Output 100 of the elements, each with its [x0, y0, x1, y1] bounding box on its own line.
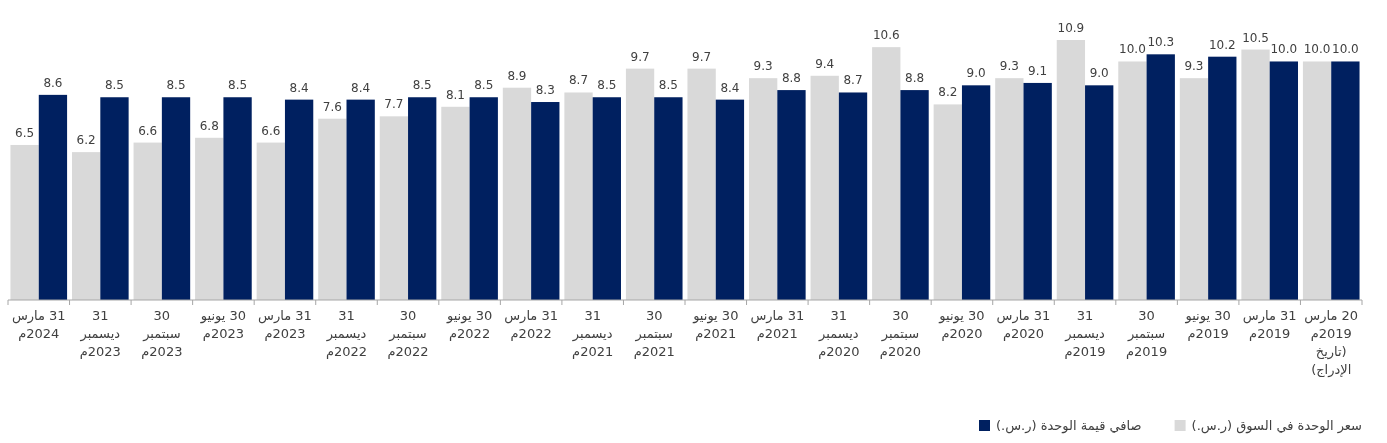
- data-label: 10.9: [1057, 21, 1085, 35]
- bar: [1085, 85, 1114, 300]
- data-label: 9.1: [1028, 63, 1048, 78]
- data-label: 10.0: [1270, 42, 1298, 57]
- bar: [441, 106, 470, 300]
- data-label: 8.6: [43, 75, 63, 90]
- x-tick-label: 20 مارس 2019م (تاريخ الإدراج): [1304, 308, 1359, 378]
- data-label: 6.8: [199, 118, 219, 133]
- bar: [1331, 61, 1360, 300]
- bar: [1241, 49, 1270, 300]
- data-label: 9.3: [1184, 59, 1204, 74]
- bar: [654, 97, 683, 300]
- bar: [38, 94, 68, 300]
- data-label: 9.7: [630, 49, 650, 64]
- data-label: 8.5: [412, 78, 432, 93]
- x-tick-label: 30 يونيو 2021م: [692, 308, 739, 341]
- bar: [749, 78, 778, 300]
- bar: [715, 99, 745, 300]
- x-tick-label: 30 يونيو 2022م: [445, 308, 493, 341]
- data-label: 6.2: [76, 133, 96, 148]
- data-label: 8.7: [568, 73, 589, 88]
- bar: [1118, 61, 1147, 300]
- x-tick-label: 31 مارس 2022م: [504, 308, 559, 341]
- data-label: 6.6: [261, 123, 281, 138]
- data-label: 10.6: [872, 28, 900, 43]
- data-label: 8.4: [351, 80, 371, 95]
- bar: [1179, 78, 1209, 300]
- data-label: 8.3: [535, 83, 555, 98]
- data-label: 8.1: [445, 87, 465, 102]
- bar: [1208, 56, 1237, 300]
- data-label: 8.5: [228, 78, 248, 93]
- bar: [777, 90, 806, 300]
- bar: [161, 97, 191, 300]
- bar: [256, 142, 285, 300]
- bar: [564, 92, 593, 300]
- bar: [100, 97, 129, 300]
- data-label: 8.9: [507, 68, 527, 83]
- bar: [318, 118, 347, 300]
- data-label: 10.0: [1303, 42, 1331, 57]
- bar: [408, 97, 437, 300]
- data-label: 6.6: [138, 123, 158, 138]
- data-label: 9.7: [692, 49, 712, 64]
- bar: [592, 97, 621, 300]
- data-label: 8.5: [474, 78, 494, 93]
- bar: [872, 47, 901, 300]
- data-label: 8.7: [843, 73, 863, 88]
- x-tick-label: 31 مارس 2020م: [996, 308, 1051, 341]
- x-tick-label: 30 يونيو 2023م: [199, 308, 247, 341]
- data-label: 6.5: [15, 125, 35, 140]
- bar: [687, 68, 716, 300]
- x-tick-label: 30 يونيو 2020م: [938, 308, 985, 341]
- x-tick-label: 30 يونيو 2019م: [1184, 308, 1231, 341]
- bar: [900, 90, 929, 300]
- data-label: 10.3: [1147, 35, 1175, 50]
- bar: [1056, 40, 1086, 300]
- data-label: 9.0: [1089, 66, 1109, 81]
- data-label: 10.0: [1119, 42, 1146, 57]
- legend-label: سعر الوحدة في السوق (ر.س.): [1191, 418, 1362, 434]
- bar: [346, 99, 375, 300]
- bar: [531, 102, 560, 300]
- x-tick-label: 31 مارس 2023م: [258, 308, 312, 341]
- data-label: 8.5: [658, 78, 678, 93]
- data-label: 8.5: [166, 78, 186, 93]
- bar: [379, 116, 409, 300]
- bar: [810, 75, 839, 300]
- bar: [625, 68, 655, 300]
- data-label: 10.0: [1332, 42, 1359, 57]
- bar: [933, 104, 962, 300]
- x-tick-label: 31 مارس 2024م: [11, 308, 66, 341]
- data-label: 9.4: [815, 56, 835, 71]
- bar: [1302, 61, 1332, 300]
- data-label: 8.4: [720, 80, 740, 95]
- bar: [1269, 61, 1298, 300]
- data-label: 9.3: [753, 59, 773, 74]
- bar: [838, 92, 868, 300]
- legend-label: صافي قيمة الوحدة (ر.س.): [996, 418, 1142, 434]
- bar: [72, 152, 101, 300]
- data-label: 7.6: [322, 99, 342, 114]
- data-label: 8.5: [597, 78, 617, 93]
- data-label: 8.8: [781, 71, 802, 86]
- data-label: 8.4: [289, 80, 309, 95]
- data-label: 9.3: [999, 59, 1019, 74]
- data-label: 10.5: [1242, 30, 1269, 45]
- x-tick-label: 31 مارس 2021م: [750, 308, 805, 341]
- data-label: 8.5: [104, 78, 125, 93]
- data-label: 7.7: [384, 97, 404, 112]
- bar: [1023, 82, 1052, 300]
- bar: [195, 137, 224, 300]
- bar: [502, 87, 532, 300]
- data-label: 8.2: [938, 85, 958, 100]
- data-label: 10.2: [1208, 37, 1236, 52]
- x-tick-label: 31 مارس 2019م: [1242, 308, 1297, 341]
- bar: [223, 97, 252, 300]
- bar: [469, 97, 498, 300]
- data-label: 9.0: [966, 66, 986, 81]
- data-label: 8.8: [905, 71, 925, 86]
- bar: [284, 99, 314, 300]
- bar: [10, 144, 39, 300]
- bar: [133, 142, 162, 300]
- bar: [995, 78, 1024, 300]
